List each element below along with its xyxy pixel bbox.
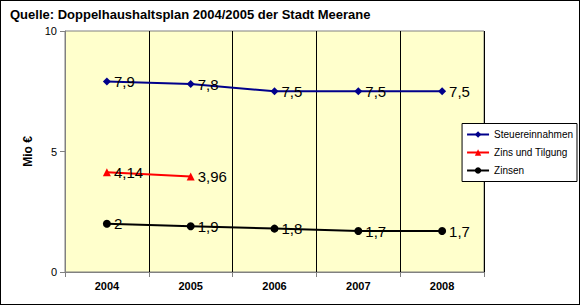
- svg-text:1,7: 1,7: [449, 223, 470, 240]
- svg-text:2004: 2004: [95, 280, 120, 292]
- svg-text:Zins und Tilgung: Zins und Tilgung: [494, 147, 567, 158]
- svg-text:7,5: 7,5: [282, 83, 303, 100]
- svg-text:2: 2: [114, 215, 122, 232]
- svg-text:Zinsen: Zinsen: [494, 165, 524, 176]
- svg-text:2008: 2008: [430, 280, 454, 292]
- svg-text:Steuereinnahmen: Steuereinnahmen: [494, 129, 573, 140]
- svg-text:3,96: 3,96: [198, 168, 227, 185]
- svg-text:7,8: 7,8: [198, 76, 219, 93]
- svg-text:10: 10: [45, 25, 57, 37]
- svg-text:4,14: 4,14: [114, 164, 143, 181]
- svg-text:1,9: 1,9: [198, 218, 219, 235]
- svg-text:0: 0: [51, 266, 57, 278]
- svg-text:5: 5: [51, 146, 57, 158]
- svg-text:2006: 2006: [262, 280, 286, 292]
- svg-text:2005: 2005: [178, 280, 202, 292]
- svg-text:Quelle: Doppelhaushaltsplan 20: Quelle: Doppelhaushaltsplan 2004/2005 de…: [10, 7, 371, 22]
- svg-text:Mio €: Mio €: [21, 136, 35, 167]
- svg-text:7,5: 7,5: [365, 83, 386, 100]
- svg-text:7,9: 7,9: [114, 73, 135, 90]
- svg-text:2007: 2007: [346, 280, 370, 292]
- svg-text:7,5: 7,5: [449, 83, 470, 100]
- svg-text:1,8: 1,8: [282, 220, 303, 237]
- svg-text:1,7: 1,7: [365, 223, 386, 240]
